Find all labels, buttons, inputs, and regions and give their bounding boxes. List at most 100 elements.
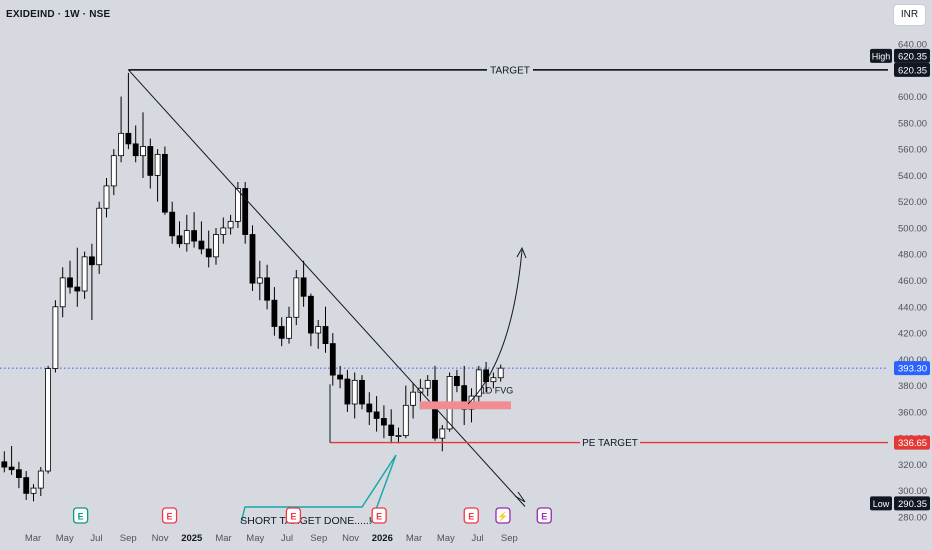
pe-target-label: PE TARGET <box>582 438 638 449</box>
candle-body <box>256 277 263 284</box>
candle-body <box>293 277 300 318</box>
candle-body <box>322 326 329 344</box>
candle <box>490 372 497 389</box>
candle <box>286 306 292 344</box>
candle <box>402 385 409 439</box>
candle <box>242 181 249 244</box>
time-tick-label: Mar <box>406 533 422 544</box>
candle-body <box>227 220 234 229</box>
event-badge-frame <box>285 507 302 524</box>
candle <box>132 125 139 163</box>
candle <box>110 149 117 196</box>
price-tick-label: 640.00 <box>898 40 927 51</box>
current-price-tag-bg <box>894 361 930 376</box>
candle <box>271 287 278 336</box>
candle-body <box>373 411 380 419</box>
time-tick-label: 2026 <box>372 533 393 544</box>
candle <box>227 214 234 235</box>
candle <box>220 217 227 244</box>
current-price-tag-text: 393.30 <box>898 364 927 375</box>
event-badge-letter: E <box>541 512 547 522</box>
candle <box>439 425 446 452</box>
callout-text: SHORT TARGET DONE.....! <box>240 515 371 527</box>
candle-body <box>344 378 351 405</box>
candle-body <box>15 469 22 478</box>
candle-body <box>490 377 497 383</box>
candle <box>307 293 314 347</box>
candle <box>322 306 329 353</box>
time-tick-label: Jul <box>281 533 293 544</box>
price-tick-label: 560.00 <box>898 145 927 156</box>
candle-body <box>300 277 307 297</box>
time-tick-label: Sep <box>501 533 518 544</box>
low-marker-label-bg <box>870 496 892 511</box>
candle <box>125 72 132 150</box>
candle <box>315 319 322 349</box>
target-label: TARGET <box>490 65 530 76</box>
price-tick-label: 320.00 <box>898 460 927 471</box>
candle-body <box>205 248 212 258</box>
candle-body <box>453 376 460 387</box>
candle-body <box>417 387 424 393</box>
candle-body <box>380 418 387 426</box>
candle <box>410 382 417 419</box>
price-tick-label: 420.00 <box>898 329 927 340</box>
candle-body <box>395 435 402 437</box>
candle <box>23 471 30 500</box>
candle <box>351 372 358 419</box>
event-badge-letter: E <box>468 512 474 522</box>
candle-body <box>110 155 117 187</box>
candle <box>278 317 285 347</box>
candle <box>395 427 402 444</box>
candle <box>118 96 124 163</box>
price-tick-label: 300.00 <box>898 486 927 497</box>
candle <box>74 247 81 307</box>
candle-body <box>213 234 219 258</box>
event-badge: E <box>371 507 387 524</box>
event-badge: E <box>161 507 178 524</box>
pe-target-price-tag: 336.65 <box>894 435 930 450</box>
candle <box>176 221 183 248</box>
candle-body <box>198 240 205 250</box>
candle-body <box>278 326 285 339</box>
candle <box>388 409 395 444</box>
candle-body <box>59 277 66 308</box>
event-badge-frame <box>536 507 552 524</box>
event-badge: ⚡ <box>495 507 511 524</box>
price-tick-label: 580.00 <box>898 118 927 129</box>
candle <box>293 269 300 326</box>
time-tick-label: Sep <box>120 533 137 544</box>
candle-body <box>81 256 88 292</box>
candle-body <box>424 379 431 389</box>
candle <box>249 225 256 292</box>
time-tick-label: Jul <box>90 533 102 544</box>
candle-body <box>234 188 241 222</box>
projection-arrowhead <box>516 246 527 259</box>
current-price-tag: 393.30 <box>894 361 930 376</box>
event-badge-frame <box>463 507 479 524</box>
low-marker-value: 290.35 <box>898 499 927 510</box>
candle <box>169 201 176 244</box>
candle <box>147 138 154 189</box>
time-tick-label: 2025 <box>181 533 203 544</box>
candle-body <box>8 466 15 471</box>
target-price-tag: 620.35 <box>894 62 930 77</box>
time-tick-label: Mar <box>215 533 231 544</box>
candle-body <box>271 299 278 327</box>
event-badge: E <box>285 507 302 524</box>
event-badge-letter: ⚡ <box>497 511 508 523</box>
candle-body <box>67 277 73 288</box>
candle-body <box>307 295 314 334</box>
candle-body <box>37 470 44 489</box>
candle <box>497 364 504 382</box>
event-badge: E <box>536 507 552 524</box>
pe-target-price-tag-bg <box>894 435 930 450</box>
high-marker-value-bg <box>894 48 930 63</box>
candle-body <box>337 374 344 380</box>
time-tick-label: Nov <box>342 533 359 544</box>
event-badge-letter: E <box>78 512 84 522</box>
currency-button[interactable]: INR <box>893 4 926 26</box>
candle <box>344 369 351 412</box>
